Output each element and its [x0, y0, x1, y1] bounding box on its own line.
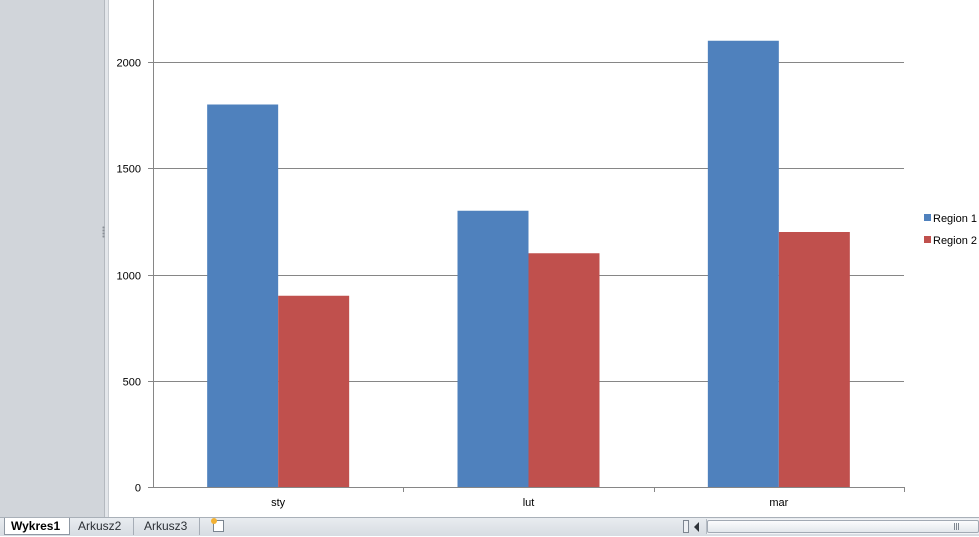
scroll-thumb-grip-icon	[954, 523, 960, 530]
tab-split-handle[interactable]	[683, 520, 689, 533]
pane-divider	[104, 0, 109, 517]
window-left-gutter	[0, 0, 104, 517]
legend-swatch	[924, 236, 931, 243]
bar-region-1-mar	[707, 40, 779, 487]
chart-sheet[interactable]: 0 500 1000 1500 2000 sty lut mar Region 1 Region …	[109, 0, 979, 517]
y-tick-label: 500	[123, 377, 141, 389]
bar-region-1-sty	[207, 104, 279, 487]
sheet-tab-arkusz2[interactable]: Arkusz2	[72, 518, 134, 535]
bar-region-2-lut	[528, 253, 600, 487]
x-tick-label: lut	[523, 497, 535, 509]
x-tick-label: sty	[271, 497, 286, 509]
sheet-tab-arkusz3[interactable]: Arkusz3	[138, 518, 200, 535]
y-tick-label: 0	[135, 483, 141, 495]
x-tick-label: mar	[769, 497, 788, 509]
insert-worksheet-button[interactable]	[204, 518, 232, 535]
bar-region-2-mar	[778, 232, 850, 487]
insert-worksheet-icon	[210, 518, 224, 532]
horizontal-scrollbar-thumb[interactable]	[707, 520, 979, 533]
legend-swatch	[924, 214, 931, 221]
bar-region-2-sty	[278, 295, 350, 487]
y-tick-label: 1000	[117, 271, 141, 283]
bar-region-1-lut	[457, 210, 529, 487]
sheet-tab-bar: Wykres1 Arkusz2 Arkusz3	[0, 517, 979, 536]
y-tick-label: 2000	[117, 58, 141, 70]
bar-chart[interactable]: 0 500 1000 1500 2000 sty lut mar Region 1 Region …	[109, 0, 979, 517]
scroll-left-icon[interactable]	[694, 522, 699, 532]
sheet-tab-wykres1[interactable]: Wykres1	[4, 518, 70, 535]
legend-label: Region 2	[933, 235, 977, 247]
legend-label: Region 1	[933, 213, 977, 225]
split-grip-icon[interactable]	[102, 226, 105, 238]
y-tick-label: 1500	[117, 164, 141, 176]
